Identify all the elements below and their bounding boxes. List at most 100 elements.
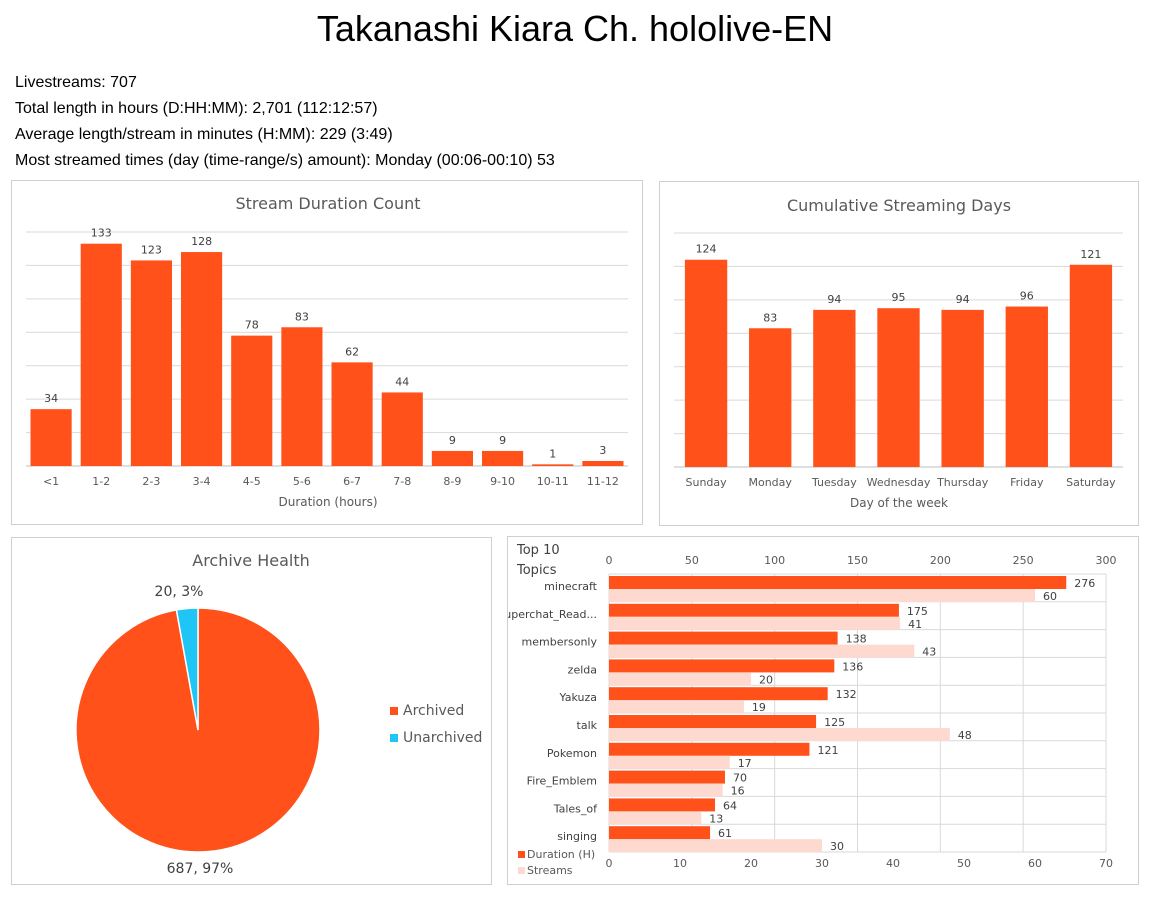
bar-streams — [609, 644, 915, 658]
category-label: Tales_of — [553, 802, 598, 815]
streaming-days-chart: Cumulative Streaming Days 124 Sunday 83 Mond… — [674, 196, 1123, 510]
bar — [130, 260, 172, 466]
bar — [231, 335, 273, 466]
data-label: 3 — [599, 444, 606, 457]
pie-slice — [175, 607, 199, 731]
x-axis-title: Duration (hours) — [278, 495, 377, 509]
bar — [1069, 264, 1113, 467]
data-label: 83 — [295, 310, 309, 323]
data-label: 124 — [696, 243, 717, 256]
archive-health-chart: Archive Health 687, 97% 20, 3% Archived Unar… — [75, 551, 482, 877]
top-topics-panel: 0 50 100 150 200 250 300 0 10 20 30 40 50 60 70 minecra… — [497, 536, 1139, 885]
bar — [181, 252, 223, 466]
bottom-axis-tick: 10 — [673, 857, 687, 870]
x-axis-title: Day of the week — [850, 496, 948, 510]
bottom-axis-tick: 60 — [1028, 857, 1042, 870]
legend-entry: Unarchived — [403, 730, 482, 746]
data-label: 121 — [1080, 248, 1101, 261]
bar-duration — [609, 631, 838, 645]
data-label-duration: 70 — [733, 772, 747, 785]
legend-entry: Duration (H) — [527, 848, 595, 861]
data-label: 44 — [395, 375, 409, 388]
bottom-axis-tick: 40 — [886, 857, 900, 870]
data-label-streams: 17 — [738, 757, 752, 770]
stat-livestreams: Livestreams: 707 — [15, 74, 137, 91]
data-label: 128 — [191, 235, 212, 248]
x-tick-label: Monday — [748, 476, 792, 489]
top-axis-tick: 100 — [764, 554, 785, 567]
bar — [582, 460, 624, 466]
bar-streams — [609, 783, 723, 797]
x-tick-label: Tuesday — [811, 476, 857, 489]
bar — [941, 309, 984, 467]
bar — [381, 392, 423, 466]
bar-duration — [609, 659, 835, 673]
legend-swatch — [390, 707, 398, 715]
data-label-duration: 138 — [846, 633, 867, 646]
data-label: 123 — [141, 243, 162, 256]
x-tick-label: Thursday — [936, 476, 989, 489]
data-label: 133 — [91, 227, 112, 240]
bar — [80, 243, 122, 466]
stat-most-streamed-times: Most streamed times (day (time-range/s) … — [15, 152, 555, 169]
bar — [331, 362, 373, 466]
chart-title-line-2: Topics — [516, 563, 557, 578]
data-label: 83 — [763, 311, 777, 324]
data-label-duration: 175 — [907, 605, 928, 618]
data-label: 1 — [549, 447, 556, 460]
category-label: Yakuza — [559, 691, 597, 704]
slice-label-unarchived: 20, 3% — [155, 584, 204, 600]
data-label-streams: 43 — [922, 646, 936, 659]
bar — [281, 327, 323, 466]
bar — [749, 328, 792, 467]
x-tick-label: 7-8 — [393, 475, 411, 488]
x-tick-label: 4-5 — [243, 475, 261, 488]
data-label-streams: 20 — [759, 673, 773, 686]
bar-streams — [609, 700, 744, 714]
category-label: Pokemon — [547, 747, 597, 760]
top-axis-tick: 150 — [847, 554, 868, 567]
stat-total-length: Total length in hours (D:HH:MM): 2,701 (… — [15, 100, 378, 117]
x-tick-label: 5-6 — [293, 475, 311, 488]
category-label: membersonly — [522, 636, 598, 649]
bar-streams — [609, 839, 822, 853]
data-label-duration: 132 — [836, 688, 857, 701]
bar-streams — [609, 811, 702, 825]
bar-duration — [609, 826, 711, 840]
bar — [1005, 306, 1048, 467]
data-label-duration: 276 — [1074, 577, 1095, 590]
bottom-axis-tick: 20 — [744, 857, 758, 870]
bar — [684, 259, 728, 467]
bar-streams — [609, 616, 901, 630]
slice-label-archived: 687, 97% — [167, 861, 234, 877]
x-tick-label: 8-9 — [443, 475, 461, 488]
legend-entry: Archived — [403, 703, 464, 719]
bottom-axis-tick: 70 — [1099, 857, 1113, 870]
stat-average-length: Average length/stream in minutes (H:MM):… — [15, 126, 393, 143]
x-tick-label: 6-7 — [343, 475, 361, 488]
x-tick-label: Saturday — [1066, 476, 1116, 489]
bottom-axis-tick: 50 — [957, 857, 971, 870]
data-label: 9 — [499, 434, 506, 447]
bar — [30, 409, 72, 466]
bar — [532, 464, 574, 466]
top-axis-tick: 0 — [606, 554, 613, 567]
data-label-streams: 60 — [1043, 590, 1057, 603]
duration-count-chart: Stream Duration Count 34 <1 133 1-2 123 2-3 128… — [26, 194, 628, 509]
bar — [813, 309, 856, 467]
data-label-duration: 64 — [723, 799, 737, 812]
data-label-streams: 19 — [752, 701, 766, 714]
archive-health-panel: Archive Health 687, 97% 20, 3% Archived Unar… — [11, 537, 492, 885]
bar-duration — [609, 576, 1067, 589]
x-tick-label: Friday — [1010, 476, 1044, 489]
category-label: minecraft — [544, 580, 598, 593]
data-label: 96 — [1020, 290, 1034, 303]
legend-swatch — [518, 867, 525, 874]
x-tick-label: 9-10 — [490, 475, 515, 488]
data-label-streams: 41 — [908, 618, 922, 631]
bar-duration — [609, 715, 817, 728]
top-axis-tick: 250 — [1013, 554, 1034, 567]
bottom-axis-tick: 0 — [606, 857, 613, 870]
category-label: talk — [577, 719, 598, 732]
duration-count-panel: Stream Duration Count 34 <1 133 1-2 123 2-3 128… — [11, 180, 643, 525]
